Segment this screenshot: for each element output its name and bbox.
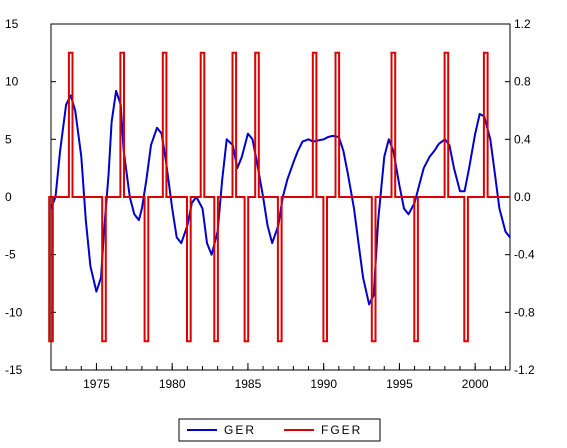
right-tick-label: -1.2 <box>514 363 535 377</box>
x-tick-label: 1995 <box>386 377 413 391</box>
left-tick-label: 15 <box>5 17 19 31</box>
left-tick-label: 0 <box>5 190 12 204</box>
left-tick-label: -10 <box>5 305 23 319</box>
right-tick-label: -0.8 <box>514 305 535 319</box>
left-tick-label: 10 <box>5 75 19 89</box>
right-tick-label: -0.4 <box>514 248 535 262</box>
left-tick-label: -15 <box>5 363 23 377</box>
axes: 15 10 5 0 -5 -10 -15 1.2 0.8 0.4 0.0 -0.4 -0.8 -1.2 19… <box>5 17 535 391</box>
x-tick-label: 1990 <box>310 377 337 391</box>
x-tick-label: 2000 <box>462 377 489 391</box>
right-tick-label: 0.0 <box>514 190 531 204</box>
legend-box <box>178 418 381 442</box>
x-tick-label: 1985 <box>235 377 262 391</box>
legend-label-ger: GER <box>224 423 256 437</box>
fger-line <box>48 51 510 343</box>
series-ger <box>50 89 511 306</box>
right-tick-label: 0.4 <box>514 132 531 146</box>
x-tick-label: 1975 <box>83 377 110 391</box>
legend-label-fger: FGER <box>321 423 362 437</box>
right-tick-label: 0.8 <box>514 75 531 89</box>
x-tick-label: 1980 <box>159 377 186 391</box>
series-fger <box>48 51 510 343</box>
left-tick-label: 5 <box>5 132 12 146</box>
ger-line <box>50 89 511 306</box>
right-tick-label: 1.2 <box>514 17 531 31</box>
legend: GER FGER <box>178 418 381 442</box>
left-tick-label: -5 <box>5 248 16 262</box>
